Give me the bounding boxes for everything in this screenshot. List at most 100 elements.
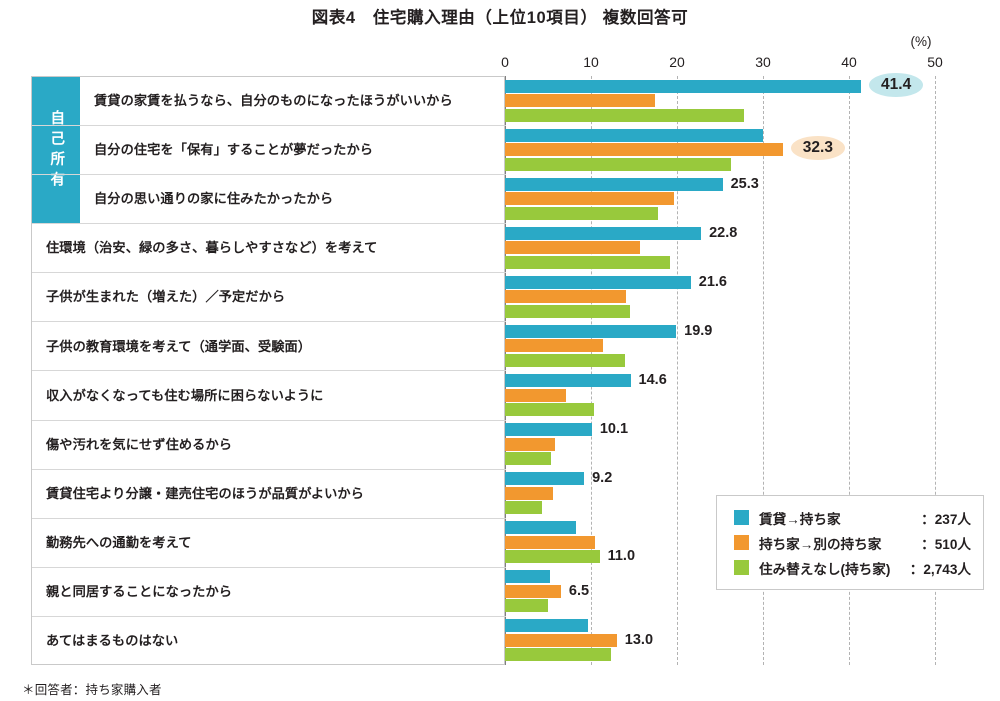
- bar: [505, 339, 604, 353]
- x-axis-tick-30: 30: [755, 54, 771, 70]
- category-label: 収入がなくなっても住む場所に困らないように: [46, 387, 324, 403]
- bar: [505, 192, 674, 206]
- bar: [505, 304, 630, 318]
- category-row: 勤務先への通勤を考えて: [32, 519, 506, 568]
- gridline-30: [763, 76, 764, 665]
- bar: [505, 324, 677, 338]
- bar: [505, 206, 659, 220]
- category-label: あてはまるものはない: [46, 633, 179, 649]
- bar: [505, 437, 555, 451]
- legend-label: 賃貸→持ち家: [759, 511, 841, 527]
- data-label: 21.6: [698, 273, 727, 290]
- bar: [505, 94, 655, 108]
- x-axis-tick-0: 0: [501, 54, 509, 70]
- category-label: 傷や汚れを気にせず住めるから: [46, 436, 233, 452]
- x-axis-tick-20: 20: [669, 54, 685, 70]
- bar: [505, 501, 542, 515]
- bar: [505, 584, 561, 598]
- legend-item: 持ち家→別の持ち家 ：510人: [717, 530, 983, 555]
- category-label: 自分の思い通りの家に住みたかったから: [94, 191, 334, 207]
- bar: [505, 633, 617, 647]
- legend-item: 賃貸→持ち家 ：237人: [717, 505, 983, 530]
- bar: [505, 648, 611, 662]
- gridline-20: [677, 76, 678, 665]
- bar: [505, 535, 596, 549]
- legend-swatch-icon: [734, 560, 749, 575]
- category-label: 親と同居することになったから: [46, 583, 233, 599]
- x-axis-tick-50: 50: [927, 54, 943, 70]
- data-label: 19.9: [684, 322, 713, 339]
- data-label: 14.6: [638, 372, 667, 389]
- bar: [505, 486, 554, 500]
- category-row: あてはまるものはない: [32, 617, 506, 666]
- gridline-50: [935, 76, 936, 665]
- bar: [505, 353, 626, 367]
- gridline-10: [591, 76, 592, 665]
- category-row: 賃貸住宅より分譲・建売住宅のほうが品質がよいから: [32, 470, 506, 519]
- bar: [505, 157, 732, 171]
- group-band-self-owned: 自己所有: [32, 77, 80, 224]
- bar: [505, 388, 567, 402]
- category-label: 自分の住宅を「保有」することが夢だったから: [94, 142, 374, 158]
- legend-count: ：237人: [921, 511, 971, 527]
- data-label: 6.5: [568, 582, 590, 599]
- bar: [505, 521, 577, 535]
- legend-label: 住み替えなし(持ち家): [759, 561, 891, 577]
- bar: [505, 79, 862, 93]
- category-row: 傷や汚れを気にせず住めるから: [32, 421, 506, 470]
- category-label: 賃貸の家賃を払うなら、自分のものになったほうがいいから: [94, 93, 453, 109]
- category-row: 子供の教育環境を考えて（通学面、受験面）: [32, 322, 506, 372]
- data-label: 11.0: [607, 548, 636, 565]
- legend-item: 住み替えなし(持ち家) ：2,743人: [717, 555, 983, 580]
- category-row: 自分の住宅を「保有」することが夢だったから: [32, 126, 506, 176]
- legend-swatch-icon: [734, 535, 749, 550]
- category-row: 親と同居することになったから: [32, 568, 506, 617]
- data-label: 32.3: [790, 136, 845, 161]
- bar: [505, 403, 594, 417]
- bar: [505, 275, 691, 289]
- category-label: 住環境（治安、緑の多さ、暮らしやすさなど）を考えて: [46, 240, 378, 256]
- category-label: 子供の教育環境を考えて（通学面、受験面）: [46, 338, 312, 354]
- legend: 賃貸→持ち家 ：237人持ち家→別の持ち家 ：510人住み替えなし(持ち家) ：2,7…: [716, 495, 984, 590]
- bar: [505, 374, 631, 388]
- bar: [505, 143, 783, 157]
- bar: [505, 423, 592, 437]
- category-row: 住環境（治安、緑の多さ、暮らしやすさなど）を考えて: [32, 224, 506, 274]
- footnote: ＊回答者：持ち家購入者: [22, 683, 162, 697]
- data-label: 25.3: [730, 175, 759, 192]
- bar: [505, 599, 548, 613]
- data-label: 10.1: [599, 421, 629, 438]
- bar: [505, 177, 723, 191]
- bar: [505, 226, 702, 240]
- page-title: 図表4 住宅購入理由（上位10項目） 複数回答可: [311, 9, 689, 27]
- gridline-40: [849, 76, 850, 665]
- bar: [505, 108, 745, 122]
- axis-unit-label: (%): [910, 34, 932, 49]
- category-label: 賃貸住宅より分譲・建売住宅のほうが品質がよいから: [46, 485, 364, 501]
- category-row: 子供が生まれた（増えた）／予定だから: [32, 273, 506, 323]
- legend-label: 持ち家→別の持ち家: [759, 536, 882, 552]
- bar: [505, 255, 671, 269]
- data-label: 22.8: [709, 224, 738, 241]
- data-label: 41.4: [869, 72, 924, 97]
- x-axis-tick-10: 10: [583, 54, 599, 70]
- data-label: 9.2: [592, 470, 613, 487]
- bar: [505, 472, 585, 486]
- category-label: 勤務先への通勤を考えて: [46, 534, 192, 550]
- category-label: 子供が生まれた（増えた）／予定だから: [46, 289, 286, 305]
- bar: [505, 290, 627, 304]
- category-row: 賃貸の家賃を払うなら、自分のものになったほうがいいから: [32, 77, 506, 127]
- legend-swatch-icon: [734, 510, 749, 525]
- bar: [505, 128, 763, 142]
- bar: [505, 570, 550, 584]
- legend-count: ：2,743人: [909, 561, 971, 577]
- category-row: 自分の思い通りの家に住みたかったから: [32, 175, 506, 225]
- x-axis-tick-40: 40: [841, 54, 857, 70]
- bar: [505, 619, 588, 633]
- bar: [505, 452, 551, 466]
- category-label-table: 自己所有 賃貸の家賃を払うなら、自分のものになったほうがいいから 自分の住宅を「保…: [31, 76, 506, 666]
- bar: [505, 241, 641, 255]
- bar: [505, 550, 600, 564]
- legend-count: ：510人: [921, 536, 971, 552]
